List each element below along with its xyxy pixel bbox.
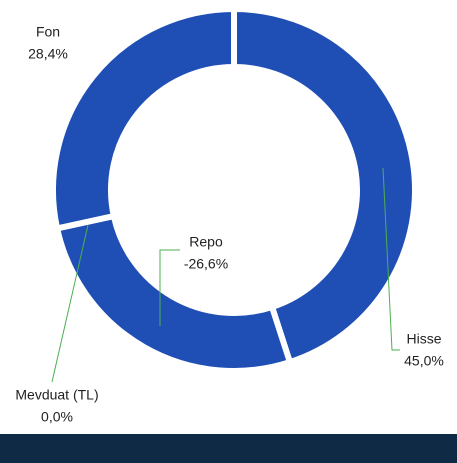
footer-bar [0,434,457,463]
category-label: Hisse [406,331,441,347]
category-label: Repo [189,234,223,250]
leader-line [382,167,400,351]
leader-line [159,249,180,326]
donut-segment [231,5,418,366]
donut-segment [53,212,294,374]
donut-segment [50,5,237,232]
category-label: Mevduat (TL) [15,387,98,403]
value-label: 0,0% [41,409,73,425]
value-label: 28,4% [28,46,68,62]
value-label: -26,6% [184,256,228,272]
value-label: 45,0% [404,353,444,369]
category-label: Fon [36,24,60,40]
donut [50,5,418,374]
leader-line [51,224,89,383]
